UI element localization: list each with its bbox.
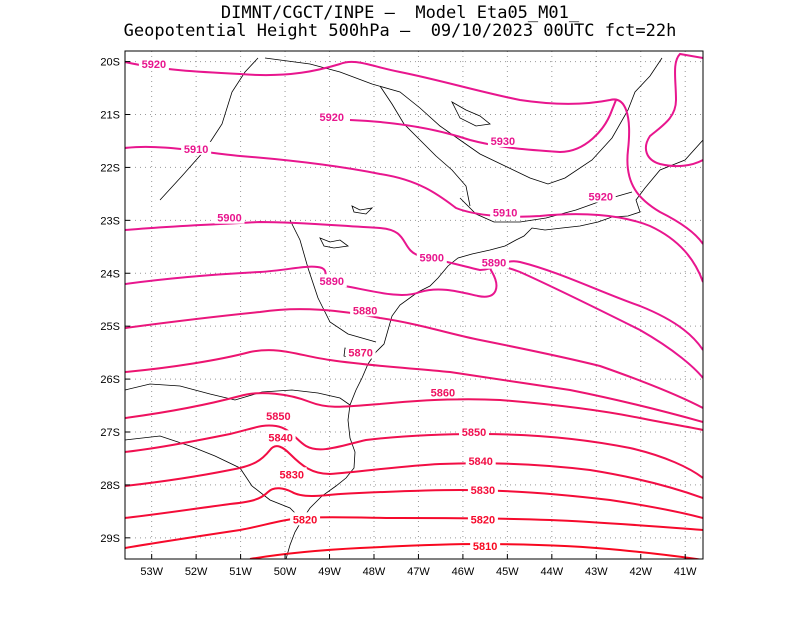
state-border-7 (379, 85, 471, 207)
x-tick-label: 43W (585, 566, 608, 578)
contour-label-bg (316, 274, 347, 288)
x-tick-label: 48W (363, 566, 386, 578)
contour-label: 5890 (320, 276, 344, 288)
contour-5860 (125, 392, 703, 431)
title-line-2: Geopotential Height 500hPa – 09/10/2023 … (123, 21, 677, 41)
contour-label: 5920 (320, 112, 344, 124)
contour-5890 (125, 265, 703, 379)
plot-frame (124, 50, 704, 560)
contour-label: 5850 (462, 427, 486, 439)
state-border-5 (289, 219, 377, 343)
contour-label: 5890 (482, 258, 506, 270)
y-tick-label: 27S (100, 427, 120, 439)
contour-label: 5870 (348, 348, 372, 360)
contour-label: 5830 (279, 469, 303, 481)
x-tick-label: 41W (674, 566, 697, 578)
contour-5840 (125, 445, 703, 499)
coastline (285, 139, 703, 559)
x-tick-label: 45W (496, 566, 519, 578)
x-tick-label: 44W (541, 566, 564, 578)
contour-5830 (125, 487, 703, 519)
title-line-1: DIMNT/CGCT/INPE – Model Eta05_M01_ (220, 3, 580, 23)
x-tick-label: 42W (629, 566, 652, 578)
plot-area (125, 51, 703, 559)
contour-label: 5840 (268, 432, 292, 444)
y-tick-label: 25S (100, 321, 120, 333)
contour-labels: 5920 5920 5930 5910 5920 5910 5900 5900 5890 5890… (138, 57, 616, 553)
lake-2 (319, 237, 350, 249)
lake-1 (351, 205, 374, 215)
contour-label-bg (263, 409, 294, 423)
contour-label: 5840 (468, 456, 492, 468)
contour-label: 5910 (493, 207, 517, 219)
x-tick-label: 47W (407, 566, 430, 578)
contour-5850 (125, 424, 703, 479)
contour-5870 (125, 349, 703, 423)
x-tick-label: 53W (140, 566, 163, 578)
x-tick-label: 50W (274, 566, 297, 578)
y-tick-label: 28S (100, 480, 120, 492)
lake-3 (451, 100, 491, 127)
contour-label-bg (316, 110, 347, 124)
contour-label-bg (350, 303, 381, 317)
x-tick-label: 46W (452, 566, 475, 578)
y-tick-label: 24S (100, 268, 120, 280)
contour-label-bg (465, 454, 496, 468)
contour-label-bg (345, 345, 376, 359)
contour-label: 5920 (588, 192, 612, 204)
height-contours (125, 52, 703, 559)
contour-label: 5820 (471, 514, 495, 526)
state-border-3 (159, 57, 259, 201)
y-tick-label: 21S (100, 110, 120, 122)
contour-label: 5900 (217, 213, 241, 225)
contour-label-bg (459, 425, 490, 438)
contour-5910 (125, 145, 703, 283)
contour-label-bg (427, 385, 458, 399)
y-tick-label: 20S (100, 57, 120, 69)
axis-ticks: 53W 52W 51W 50W 49W 48W 47W 46W 45W 44W 43W 42W 41W 2… (100, 57, 697, 578)
contour-label-bg (276, 467, 307, 481)
contour-label: 5820 (293, 514, 317, 526)
x-tick-label: 49W (318, 566, 341, 578)
contour-label: 5830 (471, 485, 495, 497)
state-border-4 (264, 57, 663, 185)
state-border-1 (125, 383, 351, 406)
contour-label-bg (487, 133, 518, 147)
contour-label: 5930 (491, 136, 515, 148)
x-tick-label: 52W (185, 566, 208, 578)
contour-label-bg (585, 189, 616, 203)
contour-label-bg (181, 141, 212, 155)
y-tick-label: 26S (100, 374, 120, 386)
contour-label: 5860 (431, 387, 455, 399)
contour-label: 5900 (420, 252, 444, 264)
contour-label-bg (467, 512, 498, 526)
contour-label: 5910 (184, 144, 208, 156)
contour-label-bg (479, 255, 510, 269)
x-tick-label: 51W (229, 566, 252, 578)
contour-label: 5850 (266, 411, 290, 423)
contour-5820 (125, 516, 703, 549)
contour-label-bg (490, 205, 521, 219)
contour-label-bg (470, 538, 501, 552)
y-tick-label: 29S (100, 533, 120, 545)
contour-label: 5810 (473, 541, 497, 553)
contour-label-bg (214, 210, 245, 224)
y-tick-label: 22S (100, 162, 120, 174)
contour-label-bg (265, 430, 296, 444)
contour-label: 5920 (142, 59, 166, 71)
contour-5930 (349, 99, 617, 154)
contour-label: 5880 (353, 305, 377, 317)
contour-label-bg (138, 57, 169, 71)
contour-label-bg (467, 483, 498, 497)
contour-5920-east (644, 52, 703, 168)
y-tick-label: 23S (100, 215, 120, 227)
coastline-and-borders (125, 57, 703, 559)
contour-label-bg (416, 250, 447, 264)
contour-label-bg (290, 512, 321, 526)
contour-5880 (125, 308, 703, 409)
contour-5920-north (125, 60, 703, 245)
map-title: DIMNT/CGCT/INPE – Model Eta05_M01_ Geopo… (0, 4, 800, 40)
